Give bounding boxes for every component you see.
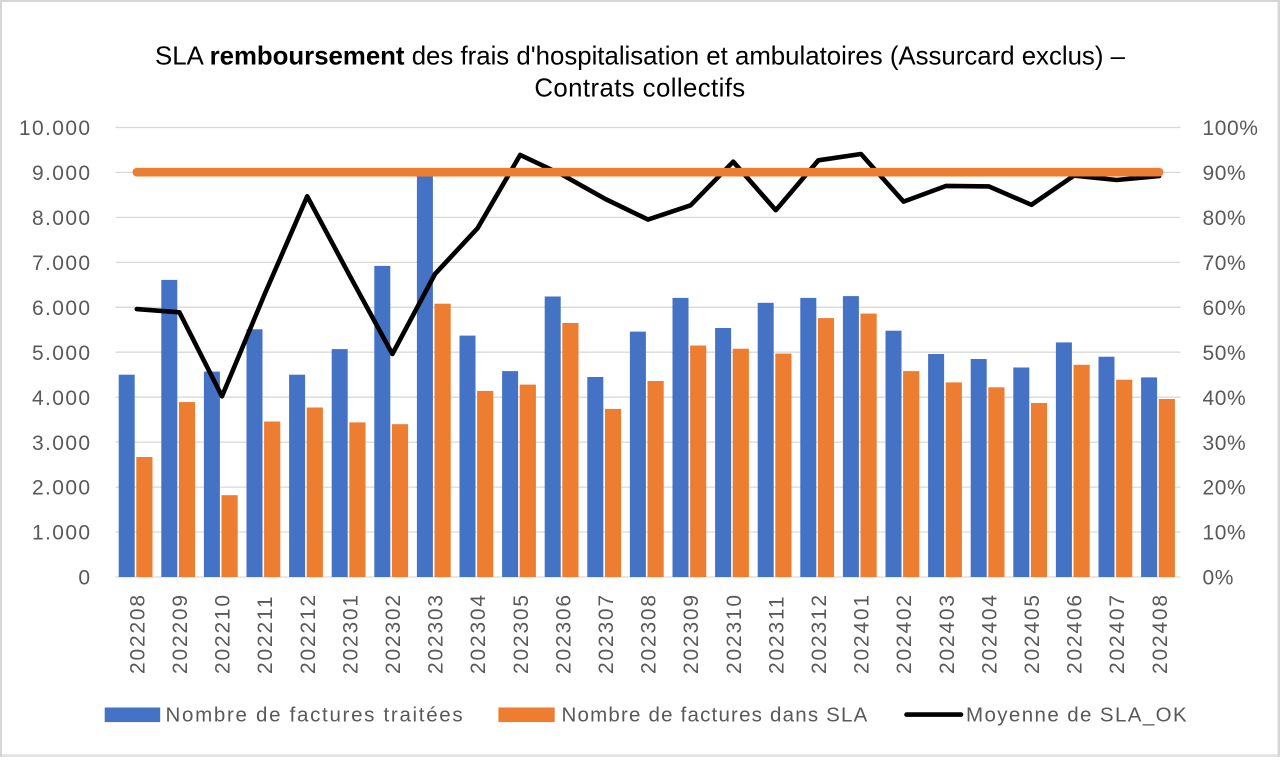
- svg-text:202304: 202304: [467, 593, 490, 674]
- svg-text:202211: 202211: [254, 595, 277, 674]
- svg-text:Nombre de factures traitées: Nombre de factures traitées: [166, 703, 465, 726]
- svg-text:202310: 202310: [723, 593, 746, 674]
- svg-text:30%: 30%: [1203, 432, 1247, 455]
- svg-text:202303: 202303: [425, 593, 448, 674]
- svg-text:202209: 202209: [169, 593, 192, 674]
- svg-text:202406: 202406: [1064, 593, 1087, 674]
- svg-text:0: 0: [78, 567, 91, 590]
- svg-text:5.000: 5.000: [32, 342, 92, 365]
- svg-text:70%: 70%: [1203, 252, 1247, 275]
- svg-text:202301: 202301: [339, 593, 362, 674]
- svg-text:202305: 202305: [510, 593, 533, 674]
- svg-text:202309: 202309: [680, 593, 703, 674]
- svg-text:202405: 202405: [1021, 593, 1044, 674]
- svg-text:100%: 100%: [1203, 117, 1259, 140]
- svg-text:40%: 40%: [1203, 387, 1247, 410]
- svg-text:50%: 50%: [1203, 342, 1247, 365]
- svg-text:Nombre de factures dans SLA: Nombre de factures dans SLA: [562, 703, 869, 726]
- svg-text:60%: 60%: [1203, 297, 1247, 320]
- svg-text:202210: 202210: [212, 593, 235, 674]
- svg-text:0%: 0%: [1203, 567, 1234, 590]
- svg-text:202306: 202306: [552, 593, 575, 674]
- svg-text:10%: 10%: [1203, 522, 1247, 545]
- svg-text:202312: 202312: [808, 593, 831, 674]
- svg-text:6.000: 6.000: [32, 297, 92, 320]
- svg-text:202302: 202302: [382, 593, 405, 674]
- svg-text:20%: 20%: [1203, 477, 1247, 500]
- svg-text:1.000: 1.000: [32, 522, 92, 545]
- svg-text:80%: 80%: [1203, 207, 1247, 230]
- svg-text:Moyenne de SLA_OK: Moyenne de SLA_OK: [966, 703, 1188, 726]
- svg-text:8.000: 8.000: [32, 207, 92, 230]
- svg-text:202402: 202402: [893, 593, 916, 674]
- svg-text:202404: 202404: [978, 593, 1001, 674]
- svg-text:202408: 202408: [1149, 593, 1172, 674]
- svg-text:3.000: 3.000: [32, 432, 92, 455]
- svg-text:9.000: 9.000: [32, 162, 92, 185]
- svg-text:SLA remboursement des frais d': SLA remboursement des frais d'hospitalis…: [155, 43, 1126, 71]
- svg-text:202407: 202407: [1106, 593, 1129, 674]
- svg-text:202308: 202308: [638, 593, 661, 674]
- svg-text:202307: 202307: [595, 593, 618, 674]
- svg-text:Contrats collectifs: Contrats collectifs: [534, 75, 745, 103]
- svg-text:2.000: 2.000: [32, 477, 92, 500]
- svg-text:202311: 202311: [765, 595, 788, 674]
- svg-text:90%: 90%: [1203, 162, 1247, 185]
- svg-text:7.000: 7.000: [32, 252, 92, 275]
- svg-text:202401: 202401: [851, 593, 874, 674]
- svg-text:10.000: 10.000: [19, 117, 92, 140]
- svg-text:4.000: 4.000: [32, 387, 92, 410]
- svg-text:202212: 202212: [297, 593, 320, 674]
- svg-text:202403: 202403: [936, 593, 959, 674]
- svg-text:202208: 202208: [126, 593, 149, 674]
